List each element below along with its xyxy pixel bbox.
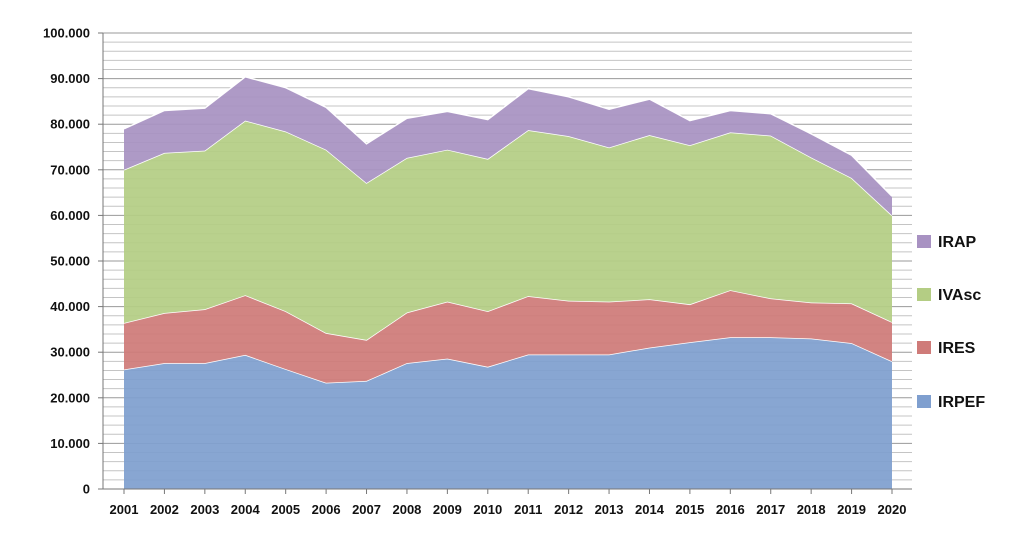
y-tick-label: 0 xyxy=(83,482,90,497)
legend-entry-ires: IRES xyxy=(917,340,976,357)
area-irap xyxy=(124,76,892,216)
x-tick-label: 2006 xyxy=(312,502,341,517)
x-tick-label: 2019 xyxy=(837,502,866,517)
x-tick-label: 2014 xyxy=(635,502,665,517)
x-tick-label: 2009 xyxy=(433,502,462,517)
x-tick-label: 2015 xyxy=(675,502,704,517)
y-tick-label: 90.000 xyxy=(50,71,90,86)
legend-swatch xyxy=(917,288,931,301)
x-tick-label: 2012 xyxy=(554,502,583,517)
legend-swatch xyxy=(917,395,931,408)
area-edge-irap xyxy=(123,75,893,197)
y-tick-label: 100.000 xyxy=(43,26,90,41)
y-tick-label: 20.000 xyxy=(50,390,90,405)
x-tick-labels: 2001 2002 2003 2004 2005 2006 2007 2008 2009 2010… xyxy=(110,502,907,517)
y-tick-label: 50.000 xyxy=(50,254,90,269)
legend: IRAP IVAsc IRES IRPEF xyxy=(917,234,985,411)
x-tick-label: 2002 xyxy=(150,502,179,517)
x-tick-label: 2004 xyxy=(231,502,261,517)
x-tick-label: 2001 xyxy=(110,502,139,517)
x-tick-label: 2007 xyxy=(352,502,381,517)
y-tick-label: 80.000 xyxy=(50,117,90,132)
y-tick-labels: 0 10.000 20.000 30.000 40.000 50.000 60.000 70.… xyxy=(43,26,90,497)
legend-entry-irap: IRAP xyxy=(917,234,977,251)
y-tick-label: 60.000 xyxy=(50,208,90,223)
area-ires xyxy=(124,290,892,383)
legend-swatch xyxy=(917,235,931,248)
y-tick-label: 70.000 xyxy=(50,162,90,177)
axes xyxy=(98,32,912,494)
x-tick-label: 2005 xyxy=(271,502,300,517)
x-tick-label: 2013 xyxy=(595,502,624,517)
legend-label: IRPEF xyxy=(938,394,985,411)
area-ivasc xyxy=(124,120,892,340)
y-tick-label: 40.000 xyxy=(50,299,90,314)
y-tick-label: 30.000 xyxy=(50,345,90,360)
legend-label: IRES xyxy=(938,340,976,357)
x-tick-label: 2017 xyxy=(756,502,785,517)
area-series xyxy=(123,75,893,489)
y-tick-label: 10.000 xyxy=(50,436,90,451)
legend-entry-irpef: IRPEF xyxy=(917,394,985,411)
x-tick-label: 2010 xyxy=(473,502,502,517)
x-tick-label: 2011 xyxy=(514,502,542,517)
legend-label: IRAP xyxy=(938,234,977,251)
x-tick-label: 2018 xyxy=(797,502,826,517)
x-tick-label: 2008 xyxy=(392,502,421,517)
x-tick-label: 2003 xyxy=(190,502,219,517)
legend-swatch xyxy=(917,341,931,354)
x-tick-label: 2020 xyxy=(878,502,907,517)
x-tick-label: 2016 xyxy=(716,502,745,517)
legend-label: IVAsc xyxy=(938,287,981,304)
legend-entry-ivasc: IVAsc xyxy=(917,287,981,304)
area-irpef xyxy=(124,337,892,489)
